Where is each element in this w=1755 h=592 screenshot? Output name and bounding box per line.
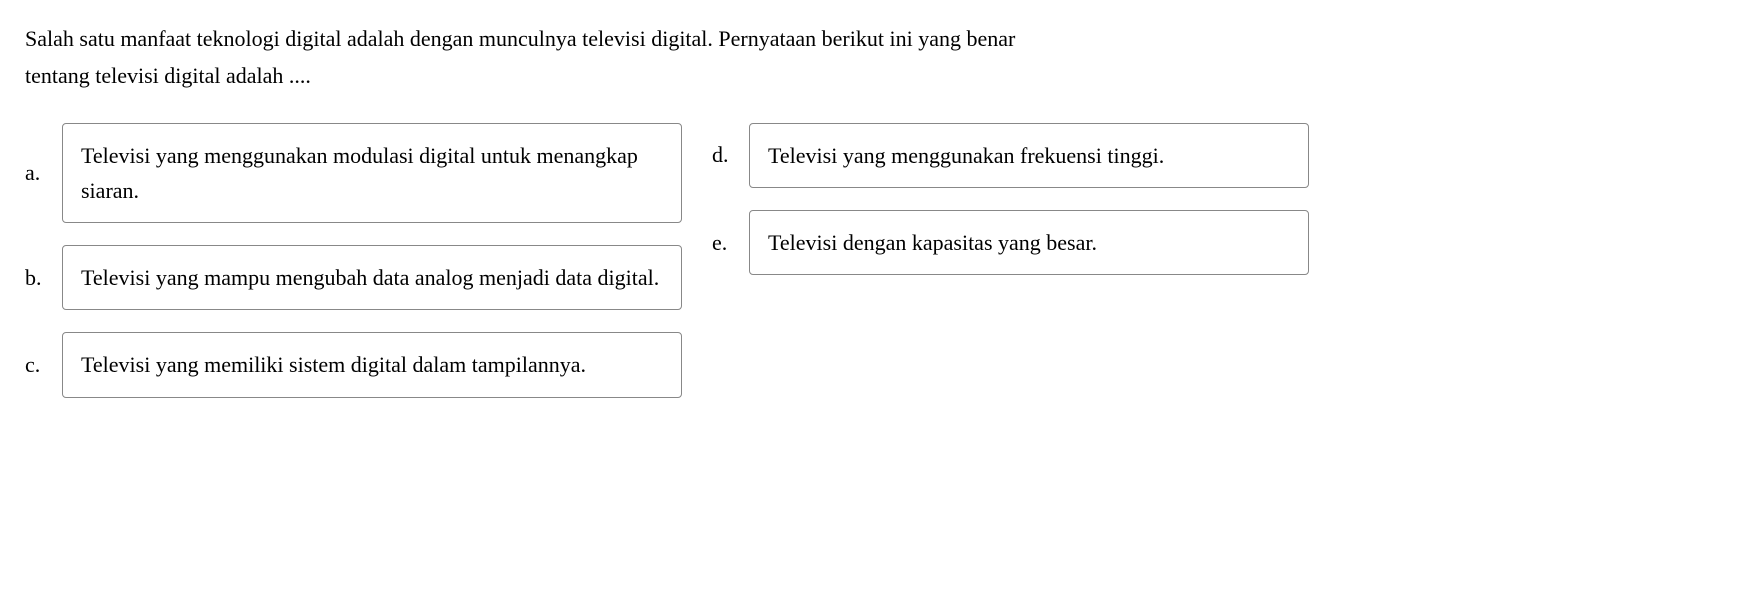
question-line2: tentang televisi digital adalah .... [25, 63, 311, 88]
option-text-d: Televisi yang menggunakan frekuensi ting… [768, 143, 1164, 168]
question-line1: Salah satu manfaat teknologi digital ada… [25, 26, 1015, 51]
option-row-c: c. Televisi yang memiliki sistem digital… [25, 332, 682, 397]
option-label-a: a. [25, 160, 47, 186]
options-column-left: a. Televisi yang menggunakan modulasi di… [25, 123, 682, 398]
option-row-b: b. Televisi yang mampu mengubah data ana… [25, 245, 682, 310]
option-row-d: d. Televisi yang menggunakan frekuensi t… [712, 123, 1309, 188]
option-box-a[interactable]: Televisi yang menggunakan modulasi digit… [62, 123, 682, 223]
option-box-e[interactable]: Televisi dengan kapasitas yang besar. [749, 210, 1309, 275]
options-column-right: d. Televisi yang menggunakan frekuensi t… [712, 123, 1309, 398]
option-text-c: Televisi yang memiliki sistem digital da… [81, 352, 586, 377]
option-row-e: e. Televisi dengan kapasitas yang besar. [712, 210, 1309, 275]
option-text-b: Televisi yang mampu mengubah data analog… [81, 265, 659, 290]
option-text-e: Televisi dengan kapasitas yang besar. [768, 230, 1097, 255]
option-label-e: e. [712, 230, 734, 256]
option-label-b: b. [25, 265, 47, 291]
option-label-d: d. [712, 142, 734, 168]
option-label-c: c. [25, 352, 47, 378]
option-row-a: a. Televisi yang menggunakan modulasi di… [25, 123, 682, 223]
option-text-a: Televisi yang menggunakan modulasi digit… [81, 143, 638, 203]
options-container: a. Televisi yang menggunakan modulasi di… [25, 123, 1730, 398]
option-box-d[interactable]: Televisi yang menggunakan frekuensi ting… [749, 123, 1309, 188]
option-box-c[interactable]: Televisi yang memiliki sistem digital da… [62, 332, 682, 397]
option-box-b[interactable]: Televisi yang mampu mengubah data analog… [62, 245, 682, 310]
question-text: Salah satu manfaat teknologi digital ada… [25, 20, 1730, 95]
